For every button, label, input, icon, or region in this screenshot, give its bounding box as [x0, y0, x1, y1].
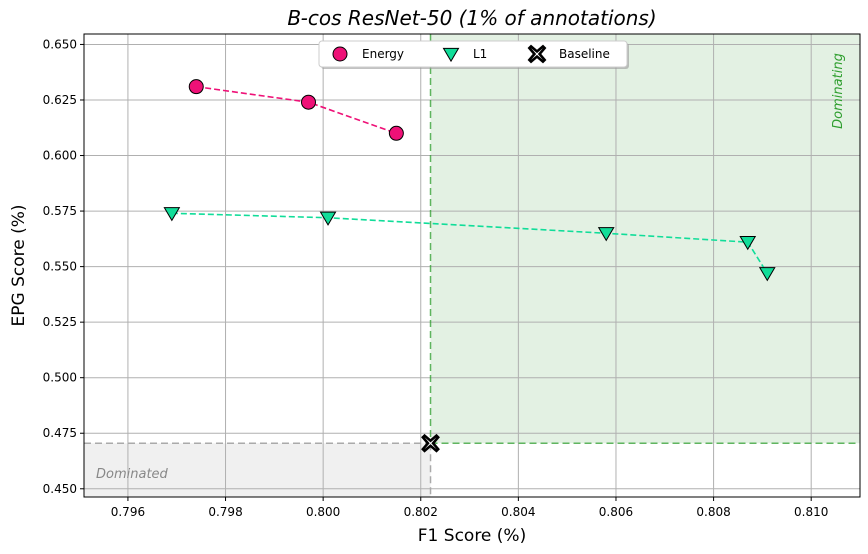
legend-marker-energy [332, 46, 348, 62]
point-l1-3 [739, 236, 757, 251]
legend-label-l1: L1 [473, 47, 487, 61]
dominated-region [84, 443, 431, 497]
point-l1-0 [163, 207, 181, 222]
y-tick-label-5: 0.575 [43, 204, 77, 218]
x-tick-label-6: 0.808 [696, 505, 730, 519]
x-tick-label-0: 0.796 [111, 505, 145, 519]
point-baseline-0 [421, 433, 440, 453]
chart-title: B-cos ResNet-50 (1% of annotations) [287, 6, 656, 30]
legend: Energy L1 Baseline [318, 40, 629, 69]
y-tick-label-2: 0.500 [43, 371, 77, 385]
dominating-region-label: Dominating [831, 53, 846, 129]
x-tick-label-1: 0.798 [208, 505, 242, 519]
y-tick-label-4: 0.550 [43, 260, 77, 274]
y-tick-label-6: 0.600 [43, 149, 77, 163]
points-layer [163, 79, 776, 453]
point-l1-4 [758, 267, 776, 282]
x-tick-label-7: 0.810 [794, 505, 828, 519]
point-energy-0 [188, 79, 204, 95]
y-tick-label-8: 0.650 [43, 37, 77, 51]
y-tick-label-0: 0.450 [43, 482, 77, 496]
legend-label-energy: Energy [362, 47, 404, 61]
point-energy-2 [388, 125, 404, 141]
x-tick-label-2: 0.800 [306, 505, 340, 519]
ticks-layer: 0.796 0.798 0.800 0.802 0.804 0.806 0.808 0.810… [43, 37, 829, 519]
point-l1-2 [597, 227, 615, 242]
regions-layer [84, 34, 860, 497]
point-energy-1 [301, 94, 317, 110]
plot-frame [83, 33, 861, 498]
dominated-region-label: Dominated [96, 467, 169, 482]
y-tick-label-1: 0.475 [43, 426, 77, 440]
point-l1-1 [319, 211, 337, 226]
legend-marker-l1 [442, 47, 460, 63]
legend-box [318, 40, 628, 68]
series-line-energy [196, 85, 397, 135]
x-tick-label-4: 0.804 [501, 505, 535, 519]
x-tick-label-3: 0.802 [404, 505, 438, 519]
x-axis-label: F1 Score (%) [418, 526, 526, 546]
guides-layer [84, 34, 860, 497]
legend-marker-baseline [527, 44, 547, 64]
dominating-region [430, 34, 860, 444]
y-axis-label: EPG Score (%) [9, 204, 29, 326]
legend-label-baseline: Baseline [559, 47, 610, 61]
x-tick-label-5: 0.806 [599, 505, 633, 519]
grid-layer [84, 34, 860, 497]
y-tick-label-3: 0.525 [43, 315, 77, 329]
y-tick-label-7: 0.625 [43, 93, 77, 107]
